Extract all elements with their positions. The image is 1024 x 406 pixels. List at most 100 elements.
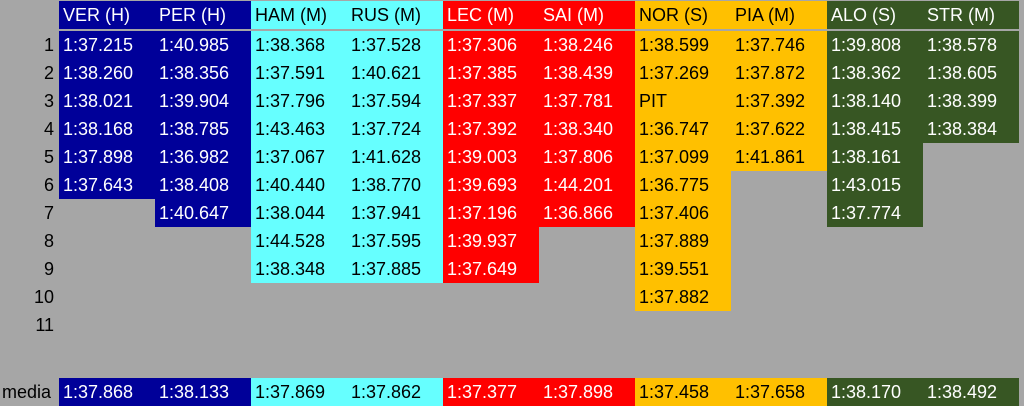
media-time-cell[interactable]: 1:37.377 [443,378,539,406]
lap-time-cell[interactable]: 1:40.985 [155,31,251,59]
row-number-label: 11 [35,315,54,335]
lap-time-cell[interactable]: 1:40.647 [155,199,251,227]
media-time-cell[interactable]: 1:38.170 [827,378,923,406]
driver-column-header[interactable]: RUS (M) [347,1,443,29]
lap-time-cell[interactable]: 1:37.774 [827,199,923,227]
lap-time-cell[interactable]: 1:37.594 [347,87,443,115]
lap-time-cell[interactable]: 1:41.861 [731,143,827,171]
lap-time-cell[interactable]: 1:38.246 [539,31,635,59]
lap-time-cell[interactable]: 1:39.937 [443,227,539,255]
lap-time-cell[interactable]: 1:37.067 [251,143,347,171]
lap-time-cell[interactable]: 1:37.269 [635,59,731,87]
lap-time-cell[interactable]: 1:43.015 [827,171,923,199]
lap-time-cell[interactable]: 1:37.385 [443,59,539,87]
media-time-cell[interactable]: 1:37.658 [731,378,827,406]
media-row-label: media [2,382,52,402]
row-number-label: 8 [43,231,54,251]
lap-time-cell[interactable]: 1:37.196 [443,199,539,227]
lap-time-cell[interactable]: 1:39.808 [827,31,923,59]
lap-time-cell[interactable]: 1:36.747 [635,115,731,143]
lap-time-cell[interactable]: 1:38.439 [539,59,635,87]
media-time-cell[interactable]: 1:37.898 [539,378,635,406]
media-time-cell[interactable]: 1:38.133 [155,378,251,406]
media-time-cell[interactable]: 1:38.492 [923,378,1019,406]
lap-time-cell[interactable]: 1:38.340 [539,115,635,143]
row-number-label: 1 [43,35,54,55]
lap-time-cell[interactable]: 1:43.463 [251,115,347,143]
lap-time-cell[interactable]: 1:37.099 [635,143,731,171]
lap-time-cell[interactable]: 1:38.785 [155,115,251,143]
lap-time-cell[interactable]: 1:37.392 [443,115,539,143]
lap-time-cell[interactable]: 1:39.693 [443,171,539,199]
driver-column-header[interactable]: LEC (M) [443,1,539,29]
lap-time-cell[interactable]: 1:36.866 [539,199,635,227]
lap-time-cell[interactable]: 1:37.595 [347,227,443,255]
lap-time-cell[interactable]: 1:38.348 [251,255,347,283]
lap-time-cell[interactable]: 1:38.599 [635,31,731,59]
lap-time-cell[interactable]: 1:40.621 [347,59,443,87]
lap-time-cell[interactable]: 1:38.021 [59,87,155,115]
lap-time-cell[interactable]: 1:37.622 [731,115,827,143]
lap-time-cell[interactable]: 1:37.885 [347,255,443,283]
media-time-cell[interactable]: 1:37.869 [251,378,347,406]
lap-time-cell[interactable]: 1:37.941 [347,199,443,227]
lap-time-cell[interactable]: PIT [635,87,731,115]
lap-time-cell[interactable]: 1:39.551 [635,255,731,283]
lap-time-cell[interactable]: 1:38.260 [59,59,155,87]
lap-time-cell[interactable]: 1:37.889 [635,227,731,255]
driver-column-header[interactable]: SAI (M) [539,1,635,29]
lap-time-cell[interactable]: 1:37.643 [59,171,155,199]
row-number-label: 5 [43,147,54,167]
lap-time-cell[interactable]: 1:40.440 [251,171,347,199]
lap-time-cell[interactable]: 1:38.605 [923,59,1019,87]
lap-time-cell[interactable]: 1:37.649 [443,255,539,283]
driver-column-header[interactable]: NOR (S) [635,1,731,29]
driver-column-header[interactable]: HAM (M) [251,1,347,29]
lap-time-cell[interactable]: 1:38.415 [827,115,923,143]
lap-time-cell[interactable]: 1:37.898 [59,143,155,171]
driver-column-header[interactable]: PIA (M) [731,1,827,29]
driver-column-header[interactable]: PER (H) [155,1,251,29]
driver-column-header[interactable]: STR (M) [923,1,1019,29]
lap-time-cell[interactable]: 1:41.628 [347,143,443,171]
lap-time-cell[interactable]: 1:36.775 [635,171,731,199]
lap-time-cell[interactable]: 1:37.806 [539,143,635,171]
lap-time-cell[interactable]: 1:44.528 [251,227,347,255]
media-time-cell[interactable]: 1:37.458 [635,378,731,406]
lap-time-cell[interactable]: 1:38.384 [923,115,1019,143]
lap-time-cell[interactable]: 1:37.872 [731,59,827,87]
driver-column-header[interactable]: ALO (S) [827,1,923,29]
lap-time-cell[interactable]: 1:37.306 [443,31,539,59]
lap-time-cell[interactable]: 1:39.904 [155,87,251,115]
lap-time-cell[interactable]: 1:37.796 [251,87,347,115]
driver-column-header[interactable]: VER (H) [59,1,155,29]
lap-time-cell[interactable]: 1:38.161 [827,143,923,171]
lap-time-cell[interactable]: 1:38.362 [827,59,923,87]
row-number-label: 10 [33,287,54,307]
media-time-cell[interactable]: 1:37.862 [347,378,443,406]
lap-time-cell[interactable]: 1:36.982 [155,143,251,171]
lap-time-cell[interactable]: 1:38.399 [923,87,1019,115]
lap-time-cell[interactable]: 1:37.882 [635,283,731,311]
lap-time-cell[interactable]: 1:38.368 [251,31,347,59]
lap-time-cell[interactable]: 1:37.724 [347,115,443,143]
lap-time-cell[interactable]: 1:37.591 [251,59,347,87]
lap-time-cell[interactable]: 1:37.781 [539,87,635,115]
lap-time-cell[interactable]: 1:38.044 [251,199,347,227]
lap-time-cell[interactable]: 1:37.392 [731,87,827,115]
media-time-cell[interactable]: 1:37.868 [59,378,155,406]
lap-time-cell[interactable]: 1:38.408 [155,171,251,199]
lap-time-cell[interactable]: 1:37.406 [635,199,731,227]
lap-time-cell[interactable]: 1:38.770 [347,171,443,199]
lap-time-cell[interactable]: 1:38.578 [923,31,1019,59]
lap-time-cell[interactable]: 1:38.140 [827,87,923,115]
lap-time-cell[interactable]: 1:38.356 [155,59,251,87]
lap-time-cell[interactable]: 1:37.337 [443,87,539,115]
lap-time-cell[interactable]: 1:38.168 [59,115,155,143]
lap-time-cell[interactable]: 1:44.201 [539,171,635,199]
lap-time-cell[interactable]: 1:37.528 [347,31,443,59]
row-number-label: 2 [43,63,54,83]
lap-time-cell[interactable]: 1:37.215 [59,31,155,59]
lap-time-cell[interactable]: 1:37.746 [731,31,827,59]
lap-time-cell[interactable]: 1:39.003 [443,143,539,171]
